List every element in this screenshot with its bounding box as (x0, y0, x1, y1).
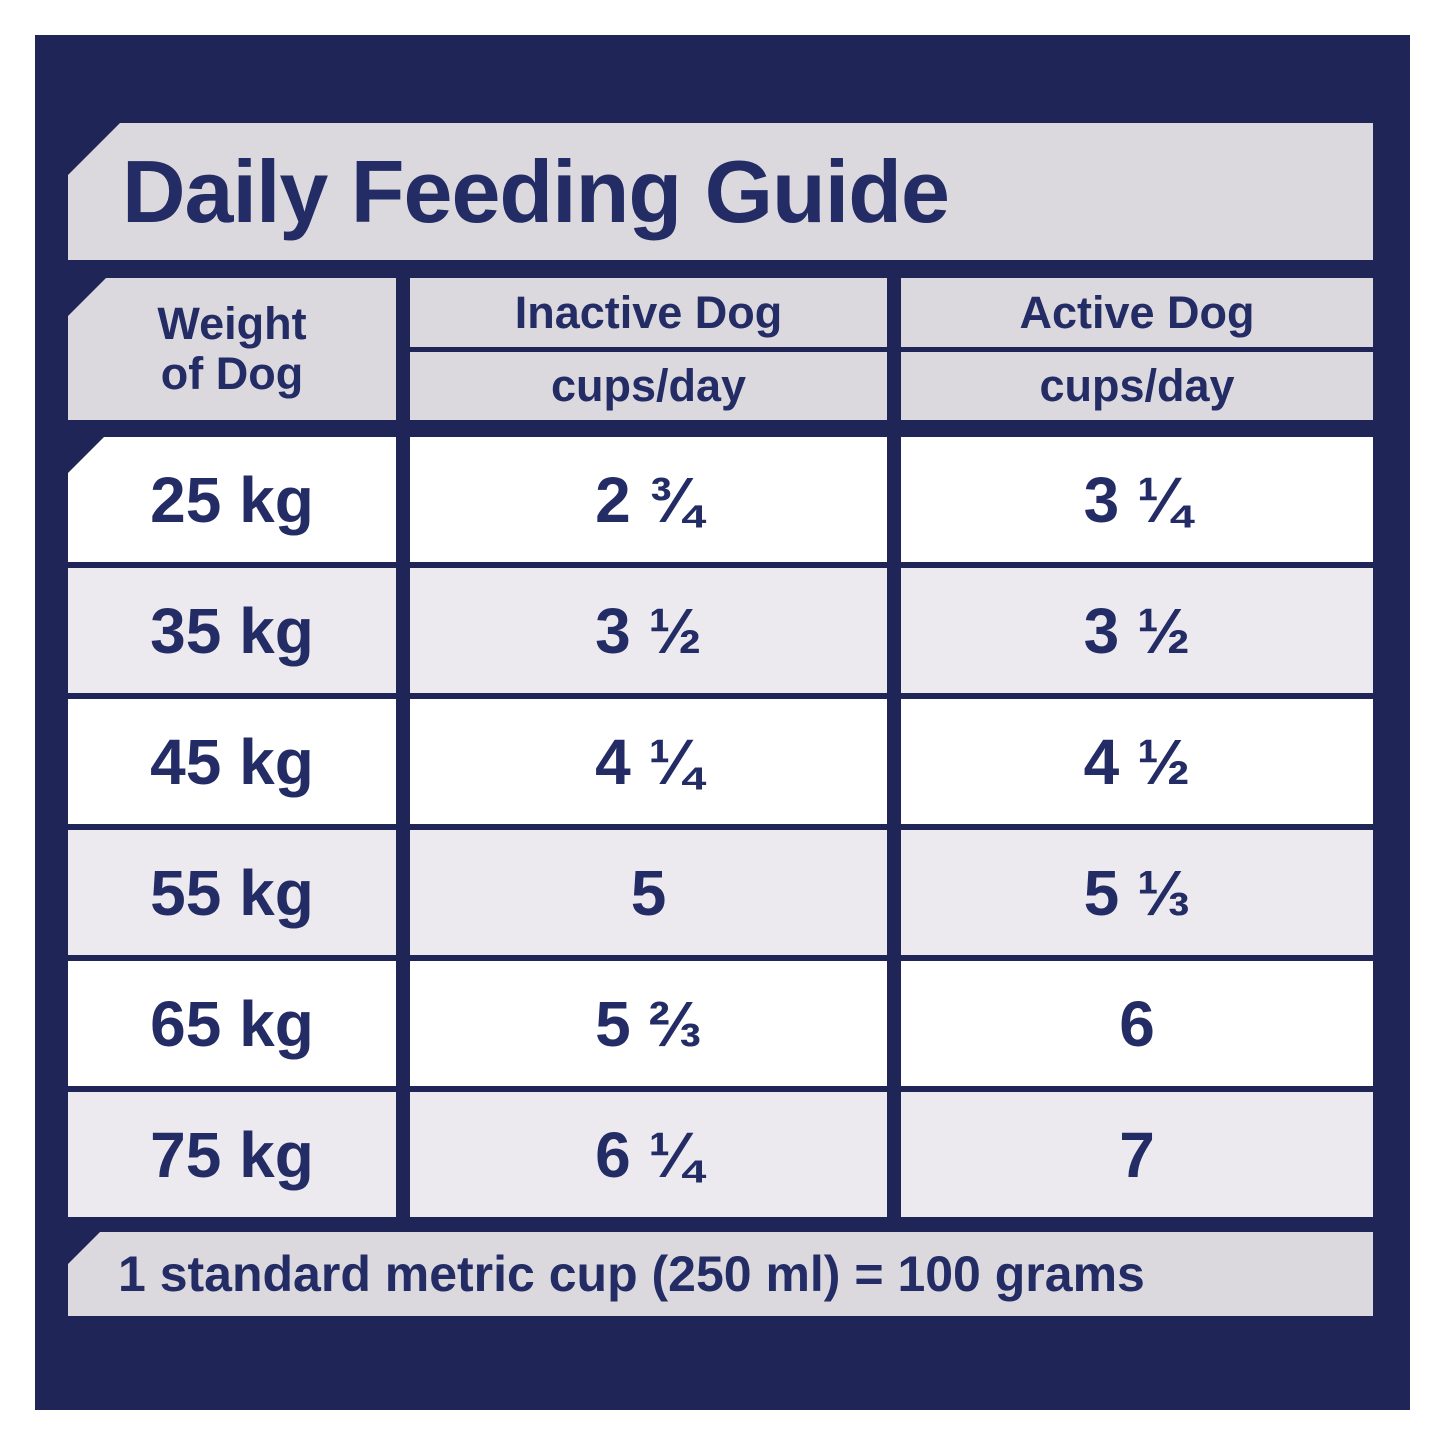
cup-conversion-note: 1 standard metric cup (250 ml) = 100 gra… (118, 1246, 1145, 1302)
weight-cell: 35 kg (68, 568, 396, 693)
active-cups-cell: 3 ¼ (901, 437, 1373, 562)
active-cups-cell: 3 ½ (901, 568, 1373, 693)
weight-cell: 25 kg (68, 437, 396, 562)
active-cups-cell: 5 ⅓ (901, 830, 1373, 955)
header-divider (410, 347, 887, 352)
footer-banner: 1 standard metric cup (250 ml) = 100 gra… (68, 1232, 1373, 1316)
inactive-cups-cell: 2 ¾ (410, 437, 887, 562)
inactive-cups-cell: 3 ½ (410, 568, 887, 693)
inactive-cups-cell: 5 (410, 830, 887, 955)
page-title: Daily Feeding Guide (122, 141, 950, 241)
active-cups-cell: 7 (901, 1092, 1373, 1217)
inactive-cups-cell: 6 ¼ (410, 1092, 887, 1217)
weight-header-line2: of Dog (160, 348, 304, 399)
table-body: 25 kg 2 ¾ 3 ¼ 35 kg 3 ½ 3 ½ 45 kg 4 ¼ 4 … (68, 437, 1373, 1217)
weight-cell: 65 kg (68, 961, 396, 1086)
active-cups-cell: 6 (901, 961, 1373, 1086)
title-banner: Daily Feeding Guide (68, 123, 1373, 260)
header-divider (901, 347, 1373, 352)
weight-header-line1: Weight (157, 297, 307, 349)
table-header-row: Weight of Dog Inactive Dog cups/day Acti… (68, 278, 1373, 420)
active-cups-cell: 4 ½ (901, 699, 1373, 824)
inactive-cups-cell: 4 ¼ (410, 699, 887, 824)
active-dog-units: cups/day (1039, 360, 1235, 411)
navy-panel: Daily Feeding Guide Weight of Dog Inacti… (35, 35, 1410, 1410)
active-dog-label: Active Dog (1019, 286, 1255, 338)
inactive-cups-cell: 5 ⅔ (410, 961, 887, 1086)
weight-cell: 45 kg (68, 699, 396, 824)
column-header-inactive: Inactive Dog cups/day (410, 278, 887, 420)
inactive-dog-units: cups/day (550, 360, 747, 411)
column-header-weight: Weight of Dog (68, 278, 396, 420)
column-header-active: Active Dog cups/day (901, 278, 1373, 420)
weight-cell: 55 kg (68, 830, 396, 955)
weight-cell: 75 kg (68, 1092, 396, 1217)
inactive-dog-label: Inactive Dog (514, 286, 783, 338)
